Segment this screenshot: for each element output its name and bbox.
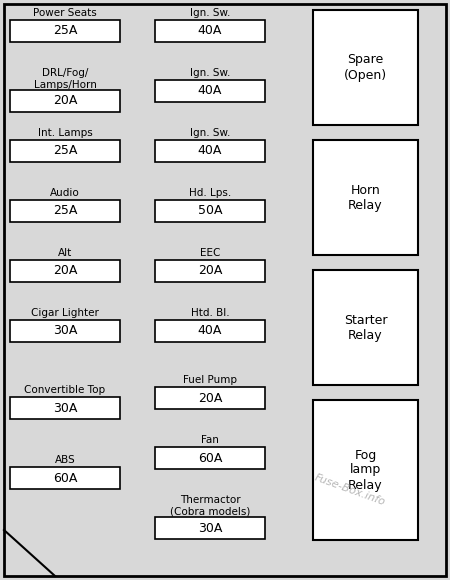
Text: 30A: 30A bbox=[53, 401, 77, 415]
Bar bbox=[155, 20, 265, 42]
Text: Audio: Audio bbox=[50, 188, 80, 198]
Text: 30A: 30A bbox=[53, 324, 77, 338]
Text: Htd. Bl.: Htd. Bl. bbox=[191, 308, 230, 318]
Text: 25A: 25A bbox=[53, 24, 77, 38]
Text: 20A: 20A bbox=[53, 95, 77, 107]
Bar bbox=[155, 140, 265, 162]
Bar bbox=[313, 10, 418, 125]
Text: Cigar Lighter: Cigar Lighter bbox=[31, 308, 99, 318]
Text: Convertible Top: Convertible Top bbox=[24, 385, 106, 395]
Text: Int. Lamps: Int. Lamps bbox=[38, 128, 92, 138]
Text: Starter
Relay: Starter Relay bbox=[344, 314, 387, 342]
Text: 30A: 30A bbox=[198, 521, 222, 535]
Bar bbox=[155, 320, 265, 342]
Text: Power Seats: Power Seats bbox=[33, 8, 97, 18]
Bar bbox=[10, 260, 120, 282]
Text: 25A: 25A bbox=[53, 144, 77, 158]
Text: EEC: EEC bbox=[200, 248, 220, 258]
Text: Ign. Sw.: Ign. Sw. bbox=[190, 128, 230, 138]
Bar bbox=[155, 447, 265, 469]
Text: 50A: 50A bbox=[198, 205, 222, 218]
Bar bbox=[313, 140, 418, 255]
Text: Fan: Fan bbox=[201, 435, 219, 445]
Bar bbox=[10, 140, 120, 162]
Bar bbox=[155, 200, 265, 222]
Text: Hd. Lps.: Hd. Lps. bbox=[189, 188, 231, 198]
Text: 40A: 40A bbox=[198, 144, 222, 158]
Bar bbox=[10, 200, 120, 222]
Text: Spare
(Open): Spare (Open) bbox=[344, 53, 387, 82]
Bar bbox=[155, 80, 265, 102]
Text: 60A: 60A bbox=[198, 451, 222, 465]
Text: 20A: 20A bbox=[198, 264, 222, 277]
Text: DRL/Fog/
Lamps/Horn: DRL/Fog/ Lamps/Horn bbox=[34, 68, 96, 89]
Text: 40A: 40A bbox=[198, 24, 222, 38]
Text: 25A: 25A bbox=[53, 205, 77, 218]
Bar bbox=[10, 20, 120, 42]
Bar bbox=[313, 400, 418, 540]
Bar bbox=[10, 90, 120, 112]
Text: 20A: 20A bbox=[53, 264, 77, 277]
Text: Fuel Pump: Fuel Pump bbox=[183, 375, 237, 385]
Text: Thermactor
(Cobra models): Thermactor (Cobra models) bbox=[170, 495, 250, 517]
Text: ABS: ABS bbox=[54, 455, 76, 465]
Bar bbox=[313, 270, 418, 385]
Bar bbox=[155, 387, 265, 409]
Text: Fog
lamp
Relay: Fog lamp Relay bbox=[348, 448, 383, 491]
Text: 20A: 20A bbox=[198, 392, 222, 404]
Text: Fuse-Box.info: Fuse-Box.info bbox=[313, 473, 387, 508]
Text: Ign. Sw.: Ign. Sw. bbox=[190, 68, 230, 78]
Text: Horn
Relay: Horn Relay bbox=[348, 183, 383, 212]
Bar bbox=[10, 397, 120, 419]
Text: 40A: 40A bbox=[198, 324, 222, 338]
Text: 60A: 60A bbox=[53, 472, 77, 484]
Text: 40A: 40A bbox=[198, 85, 222, 97]
Bar bbox=[10, 320, 120, 342]
Text: Alt: Alt bbox=[58, 248, 72, 258]
Bar bbox=[155, 260, 265, 282]
Bar bbox=[155, 517, 265, 539]
Text: Ign. Sw.: Ign. Sw. bbox=[190, 8, 230, 18]
Bar bbox=[10, 467, 120, 489]
